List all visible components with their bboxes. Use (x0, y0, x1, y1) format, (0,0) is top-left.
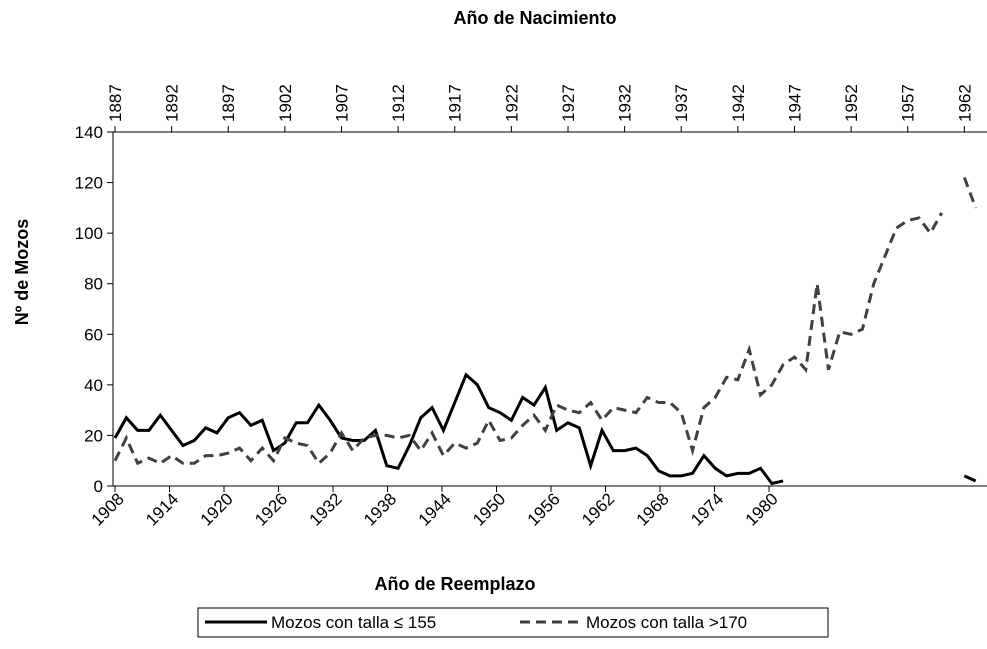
series-line (113, 176, 978, 466)
x-tick-label: 1914 (142, 489, 182, 529)
x-tick-label: 1938 (360, 489, 400, 529)
series-line (113, 372, 977, 486)
x-tick-label: 1926 (251, 489, 291, 529)
x2-tick-label: 1907 (332, 84, 351, 122)
x2-tick-label: 1892 (163, 84, 182, 122)
x2-tick-label: 1902 (276, 84, 295, 122)
y-tick-label: 80 (84, 275, 103, 294)
y-tick-label: 140 (75, 123, 103, 142)
x-tick-label: 1980 (742, 489, 782, 529)
x2-tick-label: 1932 (616, 84, 635, 122)
x2-tick-label: 1912 (389, 84, 408, 122)
x2-tick-label: 1942 (729, 84, 748, 122)
x2-tick-label: 1957 (899, 84, 918, 122)
x2-tick-label: 1897 (219, 84, 238, 122)
x-tick-label: 1950 (469, 489, 509, 529)
x2-tick-label: 1917 (446, 84, 465, 122)
legend-label: Mozos con talla ≤ 155 (271, 613, 436, 632)
x2-tick-label: 1962 (955, 84, 974, 122)
x-tick-label: 1974 (687, 489, 727, 529)
x-tick-label: 1968 (633, 489, 673, 529)
x2-tick-label: 1887 (106, 84, 125, 122)
y-tick-label: 100 (75, 224, 103, 243)
x2-tick-label: 1922 (502, 84, 521, 122)
x-tick-label: 1944 (415, 489, 455, 529)
x-tick-label: 1932 (306, 489, 346, 529)
x2-tick-label: 1947 (785, 84, 804, 122)
y-tick-label: 0 (94, 477, 103, 496)
y-tick-label: 60 (84, 325, 103, 344)
y-tick-label: 120 (75, 174, 103, 193)
y-tick-label: 40 (84, 376, 103, 395)
legend-box (197, 607, 829, 638)
x2-tick-label: 1927 (559, 84, 578, 122)
x-tick-label: 1962 (578, 489, 618, 529)
x-tick-label: 1920 (197, 489, 237, 529)
chart-title: Año de Nacimiento (453, 8, 616, 28)
x-tick-label: 1956 (524, 489, 564, 529)
x2-tick-label: 1937 (672, 84, 691, 122)
y-axis-label: Nº de Mozos (12, 219, 32, 326)
x2-tick-label: 1952 (842, 84, 861, 122)
x-axis-label: Año de Reemplazo (374, 574, 535, 594)
y-tick-label: 20 (84, 426, 103, 445)
legend-label: Mozos con talla >170 (586, 613, 747, 632)
